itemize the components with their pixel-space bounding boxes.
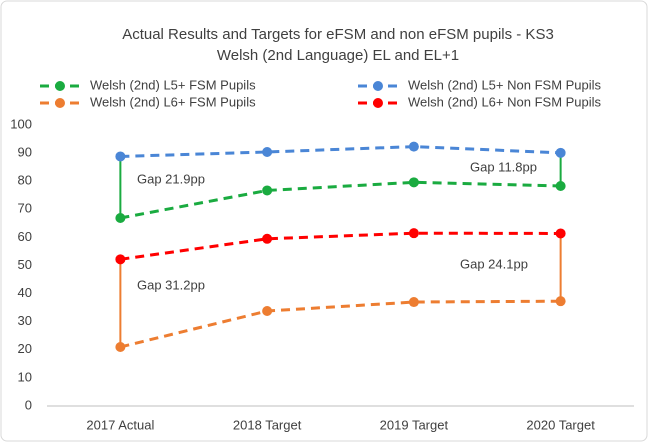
x-tick-label: 2020 Target xyxy=(526,417,595,432)
y-tick-label: 60 xyxy=(18,229,32,244)
x-tick-label: 2019 Target xyxy=(380,417,449,432)
marker xyxy=(408,228,419,239)
x-tick-label: 2018 Target xyxy=(233,417,302,432)
marker xyxy=(408,141,419,152)
annotation: Gap 31.2pp xyxy=(137,277,205,292)
marker xyxy=(115,254,126,265)
legend-label: Welsh (2nd) L6+ FSM Pupils xyxy=(90,94,256,109)
legend-marker xyxy=(373,98,383,108)
y-tick-label: 100 xyxy=(10,116,32,131)
marker xyxy=(555,180,566,191)
legend-marker xyxy=(55,98,65,108)
y-tick-label: 80 xyxy=(18,173,32,188)
marker xyxy=(408,297,419,308)
annotation: Gap 24.1pp xyxy=(460,256,528,271)
series-line xyxy=(120,145,561,158)
legend-marker xyxy=(55,81,65,91)
legend-marker xyxy=(373,81,383,91)
annotation: Gap 11.8pp xyxy=(470,159,537,174)
marker xyxy=(115,341,126,352)
x-tick-label: 2017 Actual xyxy=(86,417,154,432)
y-tick-label: 70 xyxy=(18,201,32,216)
y-tick-label: 40 xyxy=(18,285,32,300)
y-tick-label: 50 xyxy=(18,257,32,272)
series-line xyxy=(120,299,561,349)
marker xyxy=(262,233,273,244)
series-line xyxy=(120,231,561,261)
chart-title: Welsh (2nd Language) EL and EL+1 xyxy=(217,47,459,64)
annotation: Gap 21.9pp xyxy=(137,171,205,186)
marker xyxy=(262,185,273,196)
y-tick-label: 10 xyxy=(18,369,32,384)
legend-label: Welsh (2nd) L5+ FSM Pupils xyxy=(90,77,256,92)
marker xyxy=(115,213,126,224)
marker xyxy=(408,177,419,188)
marker xyxy=(115,151,126,162)
y-tick-label: 90 xyxy=(18,145,32,160)
marker xyxy=(555,228,566,239)
chart-title: Actual Results and Targets for eFSM and … xyxy=(122,26,554,43)
y-tick-label: 20 xyxy=(18,341,32,356)
marker xyxy=(262,146,273,157)
y-tick-label: 30 xyxy=(18,313,32,328)
y-tick-label: 0 xyxy=(25,397,32,412)
legend-label: Welsh (2nd) L6+ Non FSM Pupils xyxy=(408,94,602,109)
marker xyxy=(262,306,273,317)
marker xyxy=(555,147,566,158)
legend-label: Welsh (2nd) L5+ Non FSM Pupils xyxy=(408,77,602,92)
marker xyxy=(555,296,566,307)
